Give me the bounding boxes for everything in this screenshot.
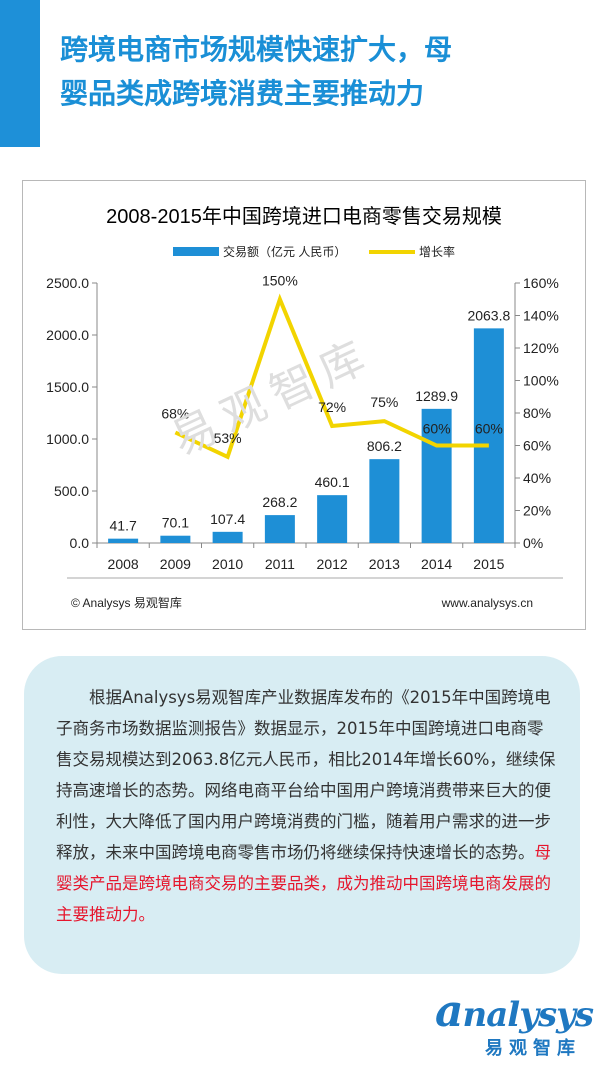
y-tick-label-left: 2000.0 (46, 327, 89, 343)
bar (160, 535, 191, 543)
y-tick-label-left: 1000.0 (46, 431, 89, 447)
bar-value-label: 70.1 (162, 515, 189, 531)
summary-normal: 根据Analysys易观智库产业数据库发布的《2015年中国跨境电子商务市场数据… (56, 688, 556, 862)
page-title: 跨境电商市场规模快速扩大，母 婴品类成跨境消费主要推动力 (60, 28, 600, 116)
x-tick-label: 2011 (265, 556, 295, 572)
line-value-label: 68% (161, 406, 189, 422)
y-tick-label-right: 160% (523, 275, 559, 291)
x-tick-label: 2014 (421, 556, 452, 572)
y-tick-label-right: 0% (523, 535, 543, 551)
y-tick-label-right: 120% (523, 340, 559, 356)
summary-panel: 根据Analysys易观智库产业数据库发布的《2015年中国跨境电子商务市场数据… (24, 656, 580, 974)
line-value-label: 72% (318, 399, 346, 415)
bar-value-label: 806.2 (367, 438, 402, 454)
line-value-label: 60% (423, 421, 451, 437)
bar (264, 515, 295, 543)
chart-panel: 2008-2015年中国跨境进口电商零售交易规模交易额（亿元 人民币） 增长率 0.… (22, 180, 586, 630)
bar-value-label: 268.2 (262, 494, 297, 510)
brand-subtitle: 易观智库 (485, 1038, 581, 1059)
bar-value-label: 1289.9 (415, 388, 458, 404)
x-tick-label: 2008 (108, 556, 139, 572)
line-value-label: 53% (214, 430, 242, 446)
page-title-line-1: 跨境电商市场规模快速扩大，母 (60, 33, 453, 66)
bar-value-label: 41.7 (110, 518, 137, 534)
bar (369, 459, 400, 543)
page-title-line-2: 婴品类成跨境消费主要推动力 (60, 77, 425, 110)
y-tick-label-right: 100% (523, 373, 559, 389)
legend-line-label: 增长率 (419, 244, 455, 259)
x-tick-label: 2012 (317, 556, 348, 572)
bar (421, 408, 452, 543)
y-tick-label-left: 500.0 (54, 483, 89, 499)
y-tick-label-left: 0.0 (70, 535, 90, 551)
chart-title: 2008-2015年中国跨境进口电商零售交易规模 (106, 205, 502, 228)
bar (317, 495, 348, 543)
y-tick-label-right: 60% (523, 438, 551, 454)
summary-text: 根据Analysys易观智库产业数据库发布的《2015年中国跨境电子商务市场数据… (56, 682, 556, 930)
bar-value-label: 2063.8 (467, 307, 510, 323)
summary-highlight: 母婴类产品是跨境电商交易的主要品类，成为推动中国跨境电商发展的主要推动力。 (56, 843, 551, 924)
x-tick-label: 2010 (212, 556, 243, 572)
y-tick-label-left: 1500.0 (46, 379, 89, 395)
x-tick-label: 2009 (160, 556, 191, 572)
accent-bar (0, 0, 40, 147)
y-tick-label-left: 2500.0 (46, 275, 89, 291)
chart-source-left: © Analysys 易观智库 (71, 595, 182, 610)
y-tick-label-right: 140% (523, 308, 559, 324)
bar (473, 328, 504, 543)
legend-bar-swatch (173, 247, 219, 256)
line-value-label: 60% (475, 421, 503, 437)
y-tick-label-right: 40% (523, 470, 551, 486)
bar (212, 531, 243, 543)
legend-bar-label: 交易额（亿元 人民币） (223, 244, 346, 259)
line-value-label: 150% (262, 272, 298, 288)
y-tick-label-right: 20% (523, 503, 551, 519)
line-value-label: 75% (370, 394, 398, 410)
growth-rate-line (174, 293, 489, 460)
chart-source-right: www.analysys.cn (441, 596, 533, 610)
bar-value-label: 107.4 (210, 511, 245, 527)
bar-value-label: 460.1 (315, 474, 350, 490)
bar (108, 538, 139, 543)
analysys-logo: analysys (435, 986, 594, 1037)
x-tick-label: 2013 (369, 556, 400, 572)
y-tick-label-right: 80% (523, 405, 551, 421)
brand-logo: analysys 易观智库 (423, 980, 594, 1070)
x-tick-label: 2015 (473, 556, 504, 572)
